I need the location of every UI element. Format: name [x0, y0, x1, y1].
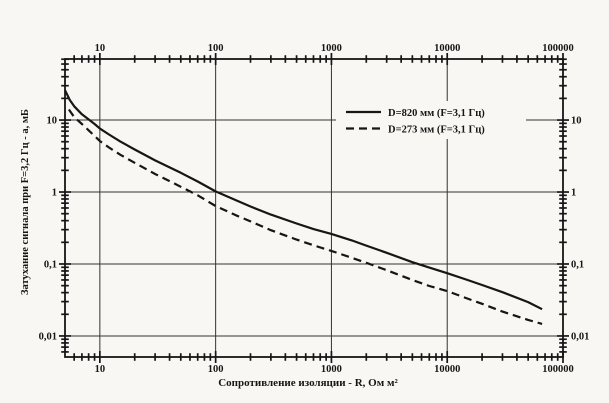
- y-tick-label-left: 0,01: [39, 331, 57, 342]
- y-tick-label-right: 10: [571, 116, 582, 127]
- x-tick-label-top: 100000: [542, 43, 574, 54]
- y-tick-label-left: 1: [52, 188, 57, 199]
- series-line-solid: [64, 89, 543, 311]
- y-tick-label-right: 1: [571, 188, 576, 199]
- x-tick-label-bottom: 1000: [321, 364, 342, 375]
- legend-label: D=273 мм (F=3,1 Гц): [388, 124, 485, 135]
- series-line-dashed: [67, 108, 543, 325]
- y-tick-label-left: 10: [47, 116, 58, 127]
- x-tick-label-bottom: 100: [208, 364, 224, 375]
- x-axis-title: Сопротивление изоляции - R, Ом м²: [218, 377, 398, 389]
- y-tick-label-left: 0,1: [44, 259, 57, 270]
- x-tick-label-top: 100: [208, 43, 224, 54]
- x-tick-label-top: 10: [95, 43, 106, 54]
- legend-label: D=820 мм (F=3,1 Гц): [388, 108, 485, 119]
- legend-background: [336, 101, 526, 139]
- x-tick-label-bottom: 100000: [542, 364, 574, 375]
- y-tick-label-right: 0,01: [571, 331, 589, 342]
- x-tick-label-bottom: 10000: [434, 364, 460, 375]
- x-tick-label-bottom: 10: [95, 364, 106, 375]
- y-axis-title: Затухание сигнала при F=3,2 Гц - а, мБ: [20, 109, 31, 295]
- x-tick-label-top: 10000: [434, 43, 460, 54]
- x-tick-label-top: 1000: [321, 43, 342, 54]
- y-tick-label-right: 0,1: [571, 259, 584, 270]
